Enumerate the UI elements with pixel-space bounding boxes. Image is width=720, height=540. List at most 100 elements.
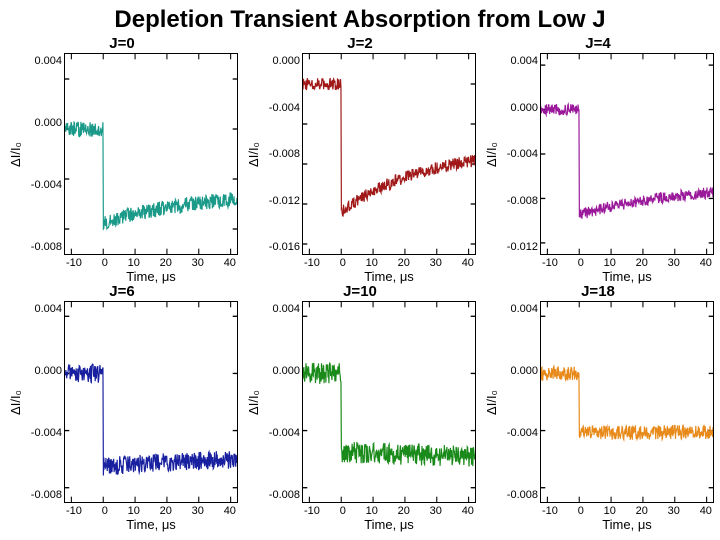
chart-panel: J=0ΔI/I₀0.0040.000-0.004-0.008-100102030… bbox=[6, 36, 238, 284]
x-tick-label: 20 bbox=[636, 505, 648, 517]
x-ticks: -10010203040 bbox=[64, 503, 238, 517]
y-tick-label: -0.004 bbox=[24, 427, 62, 439]
data-trace bbox=[303, 78, 475, 216]
page-title: Depletion Transient Absorption from Low … bbox=[0, 0, 720, 34]
x-ticks: -10010203040 bbox=[540, 255, 714, 269]
x-ticks: -10010203040 bbox=[540, 503, 714, 517]
chart-panel: J=2 ΔI/I₀ 0.000 -0.004 -0.008 -0.012 -0.016 -10… bbox=[244, 36, 476, 284]
y-axis-label: ΔI/I₀ bbox=[246, 390, 261, 415]
y-tick-label: 0.000 bbox=[262, 365, 300, 377]
trace-svg bbox=[541, 54, 713, 254]
chart-panel: J=6ΔI/I₀0.0040.000-0.004-0.008-100102030… bbox=[6, 284, 238, 532]
x-axis-label: Time, μs bbox=[302, 269, 476, 284]
y-ticks: 0.004 0.000 -0.004 -0.008 bbox=[500, 301, 540, 503]
plot-area bbox=[302, 301, 476, 503]
y-tick-label: 0.000 bbox=[24, 117, 62, 129]
y-tick-label: -0.004 bbox=[500, 148, 538, 160]
panel-title: J=6 bbox=[6, 284, 238, 299]
y-tick-label: -0.008 bbox=[500, 195, 538, 207]
x-tick-label: 20 bbox=[636, 257, 648, 269]
x-tick-label: -10 bbox=[304, 505, 320, 517]
y-tick-label: 0.004 bbox=[500, 303, 538, 315]
x-axis-label: Time, μs bbox=[540, 517, 714, 532]
y-axis-label: ΔI/I₀ bbox=[8, 142, 23, 167]
y-ticks: 0.0040.000-0.004-0.008 bbox=[262, 301, 302, 503]
x-axis-label: Time, μs bbox=[302, 517, 476, 532]
x-tick-label: -10 bbox=[66, 257, 82, 269]
trace-svg bbox=[303, 54, 475, 254]
x-tick-label: -10 bbox=[66, 505, 82, 517]
y-tick-label: 0.004 bbox=[24, 55, 62, 67]
trace-svg bbox=[541, 302, 713, 502]
x-tick-label: 40 bbox=[700, 505, 712, 517]
x-tick-label: 0 bbox=[578, 257, 584, 269]
y-ticks: 0.004 0.000 -0.004 -0.008 bbox=[24, 53, 64, 255]
plot-area bbox=[540, 53, 714, 255]
y-tick-label: -0.004 bbox=[500, 427, 538, 439]
data-trace bbox=[65, 122, 237, 229]
x-axis-label: Time, μs bbox=[540, 269, 714, 284]
y-tick-label: -0.012 bbox=[262, 195, 300, 207]
trace-svg bbox=[65, 302, 237, 502]
y-tick-label: -0.016 bbox=[262, 241, 300, 253]
x-tick-label: 0 bbox=[578, 505, 584, 517]
x-tick-label: 30 bbox=[192, 505, 204, 517]
data-trace bbox=[303, 363, 475, 467]
x-tick-label: 10 bbox=[128, 257, 140, 269]
y-tick-label: -0.012 bbox=[500, 241, 538, 253]
y-tick-label: -0.008 bbox=[24, 489, 62, 501]
x-ticks: -10010203040 bbox=[302, 503, 476, 517]
data-trace bbox=[541, 366, 713, 439]
x-ticks: -10010203040 bbox=[302, 255, 476, 269]
panel-title: J=4 bbox=[482, 36, 714, 51]
x-tick-label: 0 bbox=[340, 257, 346, 269]
trace-svg bbox=[303, 302, 475, 502]
y-axis-label: ΔI/I₀ bbox=[484, 142, 499, 167]
x-tick-label: -10 bbox=[304, 257, 320, 269]
x-tick-label: 20 bbox=[160, 505, 172, 517]
panel-title: J=0 bbox=[6, 36, 238, 51]
y-tick-label: -0.004 bbox=[24, 179, 62, 191]
plot-area bbox=[302, 53, 476, 255]
y-tick-label: 0.004 bbox=[262, 303, 300, 315]
panel-grid: J=0 ΔI/I₀ 0.004 0.000 -0.004 -0.008 -10 0 10 20 30… bbox=[0, 34, 720, 532]
panel-title: J=2 bbox=[244, 36, 476, 51]
trace-svg bbox=[65, 54, 237, 254]
data-trace bbox=[65, 364, 237, 475]
x-tick-label: 0 bbox=[102, 505, 108, 517]
y-tick-label: -0.008 bbox=[500, 489, 538, 501]
x-tick-label: 0 bbox=[102, 257, 108, 269]
y-tick-label: -0.008 bbox=[262, 148, 300, 160]
y-ticks: 0.000 -0.004 -0.008 -0.012 -0.016 bbox=[262, 53, 302, 255]
plot-area bbox=[64, 301, 238, 503]
chart-panel: J=4ΔI/I₀0.0040.000-0.004-0.008-0.012-100… bbox=[482, 36, 714, 284]
chart-panel: J=18ΔI/I₀0.0040.000-0.004-0.008-10010203… bbox=[482, 284, 714, 532]
y-ticks: 0.0040.000-0.004-0.008 bbox=[24, 301, 64, 503]
y-tick-label: -0.008 bbox=[24, 241, 62, 253]
y-tick-label: -0.008 bbox=[262, 489, 300, 501]
y-ticks: 0.0040.000-0.004-0.008-0.012 bbox=[500, 53, 540, 255]
x-tick-label: 40 bbox=[224, 257, 236, 269]
y-tick-label: 0.000 bbox=[262, 55, 300, 67]
x-tick-label: 10 bbox=[604, 505, 616, 517]
x-tick-label: 30 bbox=[668, 257, 680, 269]
plot-area bbox=[64, 53, 238, 255]
y-tick-label: -0.004 bbox=[262, 102, 300, 114]
y-axis-label: ΔI/I₀ bbox=[246, 142, 261, 167]
y-tick-label: 0.004 bbox=[24, 303, 62, 315]
x-tick-label: -10 bbox=[542, 257, 558, 269]
panel-title: J=10 bbox=[244, 284, 476, 299]
x-tick-label: 20 bbox=[160, 257, 172, 269]
x-tick-label: 10 bbox=[604, 257, 616, 269]
x-tick-label: 0 bbox=[340, 505, 346, 517]
x-tick-label: 30 bbox=[430, 505, 442, 517]
x-tick-label: 40 bbox=[462, 257, 474, 269]
chart-panel: J=10ΔI/I₀0.0040.000-0.004-0.008-10010203… bbox=[244, 284, 476, 532]
y-tick-label: 0.000 bbox=[500, 365, 538, 377]
x-tick-label: 40 bbox=[224, 505, 236, 517]
plot-area bbox=[540, 301, 714, 503]
x-tick-label: 30 bbox=[668, 505, 680, 517]
x-tick-label: 20 bbox=[398, 257, 410, 269]
data-trace bbox=[541, 104, 713, 219]
y-axis-label: ΔI/I₀ bbox=[484, 390, 499, 415]
